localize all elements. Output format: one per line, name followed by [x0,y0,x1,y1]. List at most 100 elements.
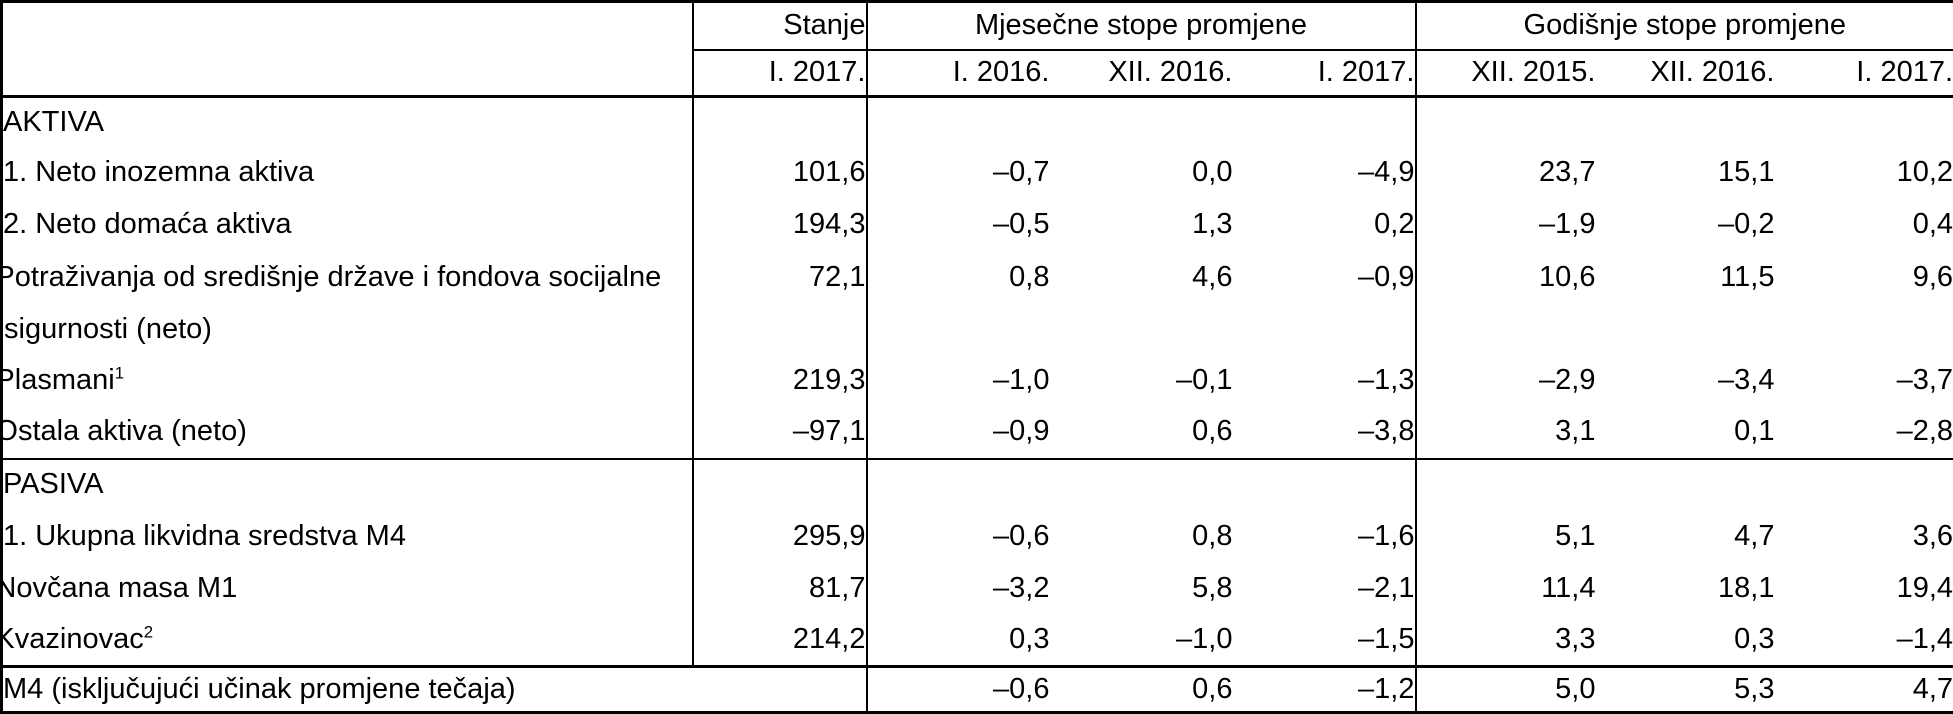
yearly-cell: 11,4 [1414,562,1596,615]
monthly-cell: 5,8 [1192,571,1233,604]
monthly-cell: –0,6 [865,666,1050,713]
section-row: AKTIVA [2,96,1953,147]
table-row: 2.2. Plasmani1 219,3 –1,0 –0,1 –1,3 –2,9… [1,354,1953,407]
stanje-header: Stanje [691,1,867,51]
row-label: 1.2. Kvazinovac2 [1,614,693,668]
stanje-cell: 72,1 [691,250,867,355]
period-header: XII. 2016. [1049,49,1233,98]
stanje-cell [691,96,867,147]
yearly-cell: –2,8 [1774,406,1953,460]
stanje-cell: 219,3 [691,354,867,407]
table-body: AKTIVA 1. Neto inozemna aktiva 101,6 –0,… [1,96,1953,713]
monthly-cell: –1,3 [1358,363,1415,396]
period-header: I. 2017. [1232,49,1416,98]
yearly-cell: –2,9 [1414,354,1596,407]
yearly-cell: –1,9 [1414,198,1596,251]
table-row: 1.1. Novčana masa M1 81,7 –3,2 5,8 –2,1 … [1,562,1953,615]
monthly-cell: 0,8 [1192,519,1233,552]
row-label: 2. Neto domaća aktiva [3,207,292,240]
stanje-cell: 295,9 [691,510,867,563]
yearly-cell: 3,6 [1912,519,1953,552]
section-row: PASIVA [2,458,1953,511]
monthly-cell: –3,2 [865,562,1050,615]
yearly-cells [1414,96,1953,147]
row-label: 2.3. Ostala aktiva (neto) [1,406,693,460]
monthly-cell: 0,0 [1192,155,1233,188]
corner-cell [1,1,693,98]
monthly-cell: 0,6 [1049,406,1233,460]
row-label: 1.1. Novčana masa M1 [1,571,238,604]
yearly-cell: –3,7 [1896,363,1953,396]
footnote-ref: 1 [114,363,125,383]
yearly-cell: 5,3 [1734,672,1775,705]
yearly-cell: –0,2 [1718,207,1775,240]
monthly-cell: 0,6 [1192,672,1233,705]
table-row: 1. Ukupna likvidna sredstva M4 295,9 –0,… [2,510,1953,563]
period-header: I. 2017. [691,49,867,98]
stanje-cell: 214,2 [691,614,867,668]
yearly-cell: 9,6 [1912,260,1953,293]
monthly-cell: –0,7 [865,146,1050,199]
table-row: 2. Neto domaća aktiva 194,3 –0,5 1,3 0,2… [2,198,1953,251]
header-period-row: I. 2017. I. 2016. XII. 2016. I. 2017. XI… [2,49,1953,98]
yearly-cell: 0,4 [1912,207,1953,240]
yearly-cells [1414,458,1953,511]
stanje-cell: 194,3 [691,198,867,251]
stanje-cell: 81,7 [691,562,867,615]
monthly-cell: –2,1 [1358,571,1415,604]
yearly-cell: 5,1 [1414,510,1596,563]
period-header: XII. 2016. [1595,49,1775,98]
monthly-cell: –0,6 [865,510,1050,563]
table-row: 1. Neto inozemna aktiva 101,6 –0,7 0,0 –… [2,146,1953,199]
monthly-rates-header: Mjesečne stope promjene [865,1,1416,51]
yearly-cell: 10,6 [1414,250,1596,355]
stanje-cell: –97,1 [691,406,867,460]
monthly-cells [865,458,1416,511]
table-header: Stanje Mjesečne stope promjene Godišnje … [1,1,1953,98]
monthly-cell: –0,9 [1358,260,1415,293]
monthly-cell: –1,5 [1232,614,1416,668]
row-label: 2.1. Potraživanja od središnje države i … [1,260,662,345]
yearly-cell: 3,1 [1414,406,1596,460]
monthly-cell: –0,9 [865,406,1050,460]
table-row: 1.2. Kvazinovac2 214,2 0,3 –1,0 –1,5 3,3… [1,614,1953,668]
monthly-cell: –1,0 [1049,614,1233,668]
yearly-cell: –1,4 [1774,614,1953,668]
yearly-cell: 0,1 [1595,406,1775,460]
monthly-cells [865,96,1416,147]
table-row: 2.3. Ostala aktiva (neto) –97,1 –0,9 0,6… [1,406,1953,460]
monthly-cell: –0,5 [865,198,1050,251]
yearly-cell: 11,5 [1720,260,1775,293]
header-group-row: Stanje Mjesečne stope promjene Godišnje … [1,1,1953,98]
row-label: 1. Ukupna likvidna sredstva M4 [3,519,406,552]
monthly-cell: –3,8 [1232,406,1416,460]
monthly-cell: 0,2 [1374,207,1415,240]
monthly-cell: 4,6 [1192,260,1233,293]
monthly-cell: 0,3 [865,614,1050,668]
section-label: AKTIVA [3,105,104,138]
section-label: PASIVA [3,468,104,501]
yearly-cell: 4,7 [1734,519,1775,552]
monthly-cell: 0,8 [865,250,1050,355]
row-label-text: 1.2. Kvazinovac [1,623,144,656]
yearly-cell: 23,7 [1414,146,1596,199]
yearly-cell: 19,4 [1896,571,1953,604]
yearly-cell: 10,2 [1896,155,1953,188]
footer-row: M4 (isključujući učinak promjene tečaja)… [2,666,1953,713]
footnote-ref: 2 [143,622,154,642]
monthly-cell: –4,9 [1358,155,1415,188]
monthly-cell: –0,1 [1176,363,1233,396]
monthly-cell: –1,6 [1358,519,1415,552]
period-header: I. 2016. [865,49,1050,98]
row-label-text: 2.2. Plasmani [1,363,115,396]
yearly-rates-header: Godišnje stope promjene [1414,1,1953,51]
row-label: M4 (isključujući učinak promjene tečaja) [3,672,516,705]
yearly-cell: 4,7 [1912,672,1953,705]
stanje-cell [691,458,867,511]
monthly-cell: 1,3 [1192,207,1233,240]
period-header: I. 2017. [1774,49,1953,98]
monthly-cell: –1,2 [1358,672,1415,705]
yearly-cell: 0,3 [1595,614,1775,668]
yearly-cell: 5,0 [1414,666,1596,713]
